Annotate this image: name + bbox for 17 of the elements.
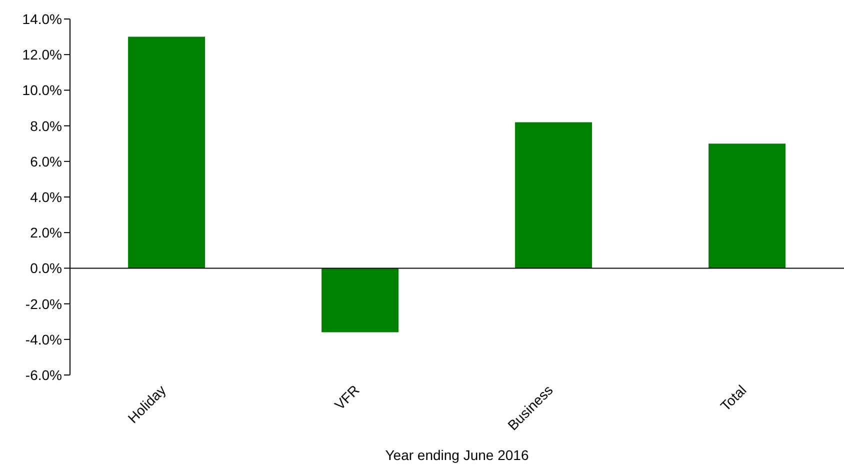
x-axis-title: Year ending June 2016 xyxy=(385,447,529,463)
y-tick-label: -6.0% xyxy=(25,366,62,383)
bar xyxy=(515,122,592,268)
bar xyxy=(708,144,786,268)
x-tick-label: VFR xyxy=(331,382,362,413)
y-tick-label: 4.0% xyxy=(30,188,62,205)
bar xyxy=(128,36,206,268)
y-tick-label: 12.0% xyxy=(22,46,62,63)
y-tick-label: 0.0% xyxy=(30,260,62,276)
y-tick-label: 6.0% xyxy=(30,153,62,170)
y-tick-label: 2.0% xyxy=(30,224,62,241)
bar xyxy=(322,268,399,332)
y-tick-label: 10.0% xyxy=(22,82,62,98)
y-tick-label: -2.0% xyxy=(25,296,62,312)
y-tick-label: 14.0% xyxy=(22,10,62,27)
y-tick-label: -4.0% xyxy=(25,331,62,348)
y-tick-label: 8.0% xyxy=(30,118,62,134)
